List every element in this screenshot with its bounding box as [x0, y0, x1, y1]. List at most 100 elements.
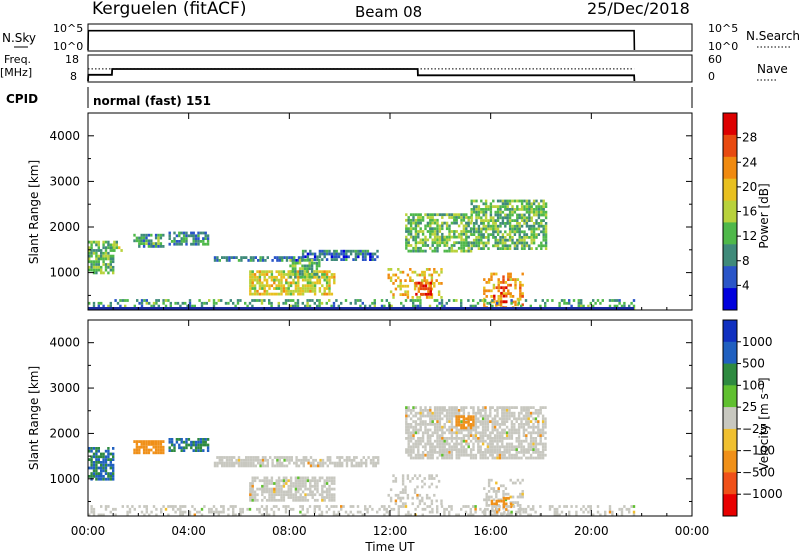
velocity-cell-377 [259, 464, 262, 468]
velocity-cell-1652 [469, 415, 473, 419]
freq-label: Freq. [4, 53, 31, 66]
power-cell-569 [258, 292, 262, 296]
power-cell-1426 [506, 244, 509, 248]
power-cell-280 [342, 249, 346, 253]
velocity-cell-1721 [340, 505, 343, 508]
power-cell-1436 [542, 244, 545, 248]
velocity-cell-1359 [529, 445, 533, 449]
velocity-cell-65 [92, 469, 96, 473]
power-cell-713 [397, 284, 400, 288]
velocity-cell-990 [443, 423, 446, 426]
velocity-cell-1504 [409, 456, 413, 460]
velocity-cell-227 [254, 456, 257, 459]
velocity-cell-1987 [491, 513, 494, 517]
power-cell-1142 [477, 210, 481, 214]
power-cell-1355 [499, 236, 502, 239]
velocity-cell-95 [104, 477, 108, 481]
power-cell-1285 [484, 227, 488, 231]
velocity-cell-1060 [544, 425, 547, 429]
velocity-cell-424 [301, 476, 305, 480]
velocity-cell-1638 [495, 502, 498, 506]
power-cell-961 [436, 238, 439, 242]
power-cell-6 [104, 240, 108, 244]
power-cell-1562 [502, 300, 506, 304]
power-cell-760 [429, 284, 432, 288]
velocity-cell-1910 [484, 510, 487, 514]
velocity-cell-792 [484, 409, 487, 412]
velocity-cell-1418 [426, 451, 430, 454]
power-cell-762 [420, 287, 423, 291]
velocity-cbar-label: Velocity [m s⁻¹] [757, 377, 771, 470]
power-cell-1771 [364, 304, 367, 308]
velocity-cell-900 [433, 417, 437, 421]
power-cell-969 [465, 238, 468, 242]
power-cell-1219 [501, 219, 505, 222]
power-cell-1441 [482, 247, 485, 250]
power-cell-368 [268, 270, 271, 274]
velocity-cell-358 [372, 461, 375, 465]
velocity-cell-437 [258, 479, 262, 483]
velocity-cell-1050 [513, 425, 516, 429]
velocity-cell-839 [510, 411, 514, 415]
velocity-cell-172 [190, 440, 193, 444]
power-cell-735 [404, 293, 407, 296]
velocity-cell-1891 [344, 510, 348, 514]
power-cell-1383 [516, 238, 519, 242]
power-cell-723 [399, 287, 402, 291]
velocity-cell-1215 [479, 437, 482, 440]
velocity-cell-545 [253, 490, 257, 494]
power-cell-662 [425, 268, 429, 271]
velocity-cell-1707 [275, 505, 278, 508]
power-cell-1803 [608, 304, 612, 308]
velocity-cell-1228 [515, 437, 518, 440]
power-cell-763 [422, 287, 425, 291]
velocity-cell-1419 [429, 451, 432, 454]
velocity-cell-1100 [525, 428, 528, 432]
velocity-cell-507 [304, 484, 307, 488]
power-cell-692 [389, 279, 393, 282]
power-cell-1146 [489, 210, 493, 214]
power-cell-160 [185, 231, 188, 235]
power-cell-933 [414, 235, 418, 239]
power-cell-161 [190, 231, 193, 235]
velocity-cell-535 [309, 487, 312, 491]
velocity-cell-419 [285, 476, 288, 480]
velocity-cell-1412 [405, 451, 408, 454]
velocity-cell-392 [312, 464, 315, 468]
power-cell-589 [325, 292, 329, 296]
velocity-cell-307 [213, 461, 217, 465]
velocity-cell-150 [154, 451, 158, 455]
power-cell-1533 [511, 300, 515, 304]
power-cell-1096 [501, 205, 505, 208]
velocity-cell-967 [515, 420, 518, 423]
velocity-cell-1436 [479, 451, 482, 454]
velocity-cell-1082 [467, 428, 470, 432]
velocity-cell-1295 [465, 442, 468, 446]
power-cell-203 [168, 242, 171, 246]
power-cell-1257 [484, 224, 488, 228]
power-cell-11 [102, 243, 105, 247]
power-cell-1336 [508, 233, 512, 236]
velocity-cell-192 [168, 446, 171, 450]
velocity-cell-1320 [412, 445, 415, 449]
velocity-cell-1824 [431, 507, 434, 511]
velocity-cell-1302 [491, 442, 494, 446]
velocity-cell-1474 [448, 453, 451, 457]
velocity-cell-1816 [383, 507, 386, 511]
power-cell-1526 [483, 300, 486, 304]
velocity-cell-1493 [503, 453, 506, 457]
velocity-cell-1923 [560, 510, 564, 514]
velocity-cell-58 [95, 466, 98, 470]
velocity-cell-1040 [474, 425, 478, 429]
velocity-cell-549 [268, 490, 271, 494]
velocity-cell-117 [150, 443, 153, 446]
power-cell-1631 [491, 299, 494, 302]
velocity-cell-1209 [460, 437, 463, 440]
xtick-label-5: 20:00 [574, 524, 609, 538]
velocity-cell-1045 [491, 425, 494, 429]
velocity-cell-283 [290, 458, 293, 462]
velocity-cell-97 [109, 477, 112, 481]
power-cell-1704 [373, 301, 376, 305]
velocity-cell-1979 [448, 513, 451, 517]
velocity-cell-713 [440, 499, 443, 503]
